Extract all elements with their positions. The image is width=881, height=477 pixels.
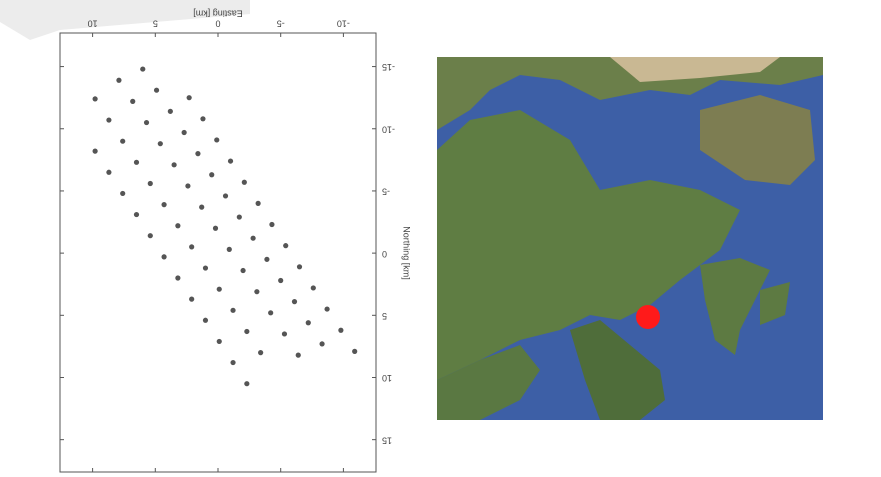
point: [134, 160, 139, 165]
point: [209, 172, 214, 177]
point: [352, 349, 357, 354]
plot-frame: [60, 33, 376, 472]
point: [189, 297, 194, 302]
point: [161, 202, 166, 207]
point: [258, 350, 263, 355]
scatter-plot: Easting [km] Northing [km] -10 -5 0 5 10 -15 -…: [60, 9, 412, 472]
x-tick-label: -5: [277, 19, 285, 29]
point: [199, 205, 204, 210]
point: [200, 116, 205, 121]
page: {"chart_data": {"type": "scatter", "x_la…: [0, 0, 881, 477]
point: [268, 310, 273, 315]
point: [227, 247, 232, 252]
point: [306, 320, 311, 325]
point: [244, 329, 249, 334]
x-tick-label: 0: [215, 19, 220, 29]
point: [324, 306, 329, 311]
point: [230, 360, 235, 365]
point: [203, 318, 208, 323]
y-tick-label: 10: [382, 373, 392, 383]
point: [269, 222, 274, 227]
point: [168, 109, 173, 114]
point: [106, 170, 111, 175]
point: [154, 88, 159, 93]
point: [130, 99, 135, 104]
x-tick-label: -10: [337, 19, 350, 29]
x-tick-label: 5: [153, 19, 158, 29]
point: [195, 151, 200, 156]
point: [93, 149, 98, 154]
point: [213, 226, 218, 231]
point: [158, 141, 163, 146]
point: [223, 193, 228, 198]
point: [203, 265, 208, 270]
y-tick-label: 5: [382, 311, 387, 321]
point: [189, 244, 194, 249]
x-tick-label: 10: [88, 19, 98, 29]
point: [106, 117, 111, 122]
point: [144, 120, 149, 125]
point: [93, 96, 98, 101]
point: [175, 275, 180, 280]
point: [264, 257, 269, 262]
point: [230, 308, 235, 313]
point: [244, 381, 249, 386]
point: [172, 162, 177, 167]
point: [148, 181, 153, 186]
point: [187, 95, 192, 100]
point: [240, 268, 245, 273]
point: [292, 299, 297, 304]
point: [120, 139, 125, 144]
point: [228, 158, 233, 163]
y-axis-label: Northing [km]: [402, 226, 412, 280]
y-tick-label: -15: [382, 62, 395, 72]
point: [148, 233, 153, 238]
point: [283, 243, 288, 248]
point: [140, 66, 145, 71]
map: [437, 57, 823, 420]
y-tick-label: -10: [382, 124, 395, 134]
point: [254, 289, 259, 294]
point: [338, 328, 343, 333]
point: [282, 331, 287, 336]
point: [217, 287, 222, 292]
point: [319, 341, 324, 346]
y-tick-label: 15: [382, 435, 392, 445]
point: [185, 183, 190, 188]
point: [278, 278, 283, 283]
point: [217, 339, 222, 344]
point: [256, 201, 261, 206]
point: [175, 223, 180, 228]
x-axis-label: Easting [km]: [193, 9, 243, 19]
location-marker: [636, 305, 660, 329]
point: [242, 180, 247, 185]
point: [120, 191, 125, 196]
point: [214, 137, 219, 142]
point: [134, 212, 139, 217]
point: [297, 264, 302, 269]
point: [182, 130, 187, 135]
point: [251, 236, 256, 241]
y-tick-label: -5: [382, 187, 390, 197]
point: [161, 254, 166, 259]
point: [116, 78, 121, 83]
point: [311, 285, 316, 290]
y-tick-label: 0: [382, 249, 387, 259]
point: [237, 214, 242, 219]
point: [296, 352, 301, 357]
figure: Easting [km] Northing [km] -10 -5 0 5 10 -15 -…: [0, 0, 881, 477]
